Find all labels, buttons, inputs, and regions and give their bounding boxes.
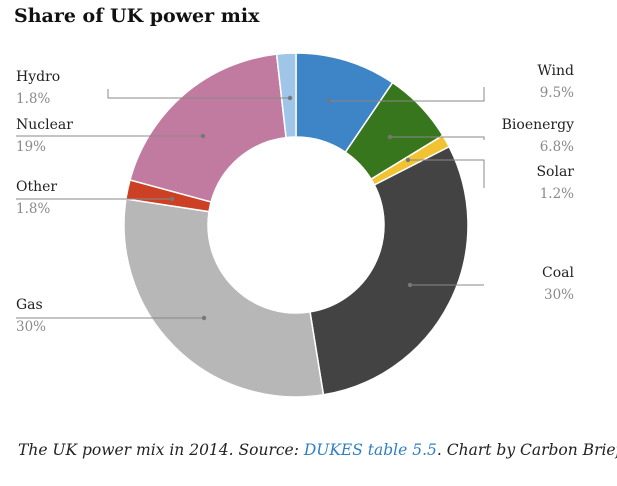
- donut-chart: Wind 9.5% Bioenergy 6.8% Solar 1.2% Coal 30% Gas…: [16, 52, 575, 398]
- label-gas: Gas: [16, 297, 43, 313]
- leader-dot-nuclear: [200, 133, 206, 139]
- leader-line-solar: [408, 159, 485, 188]
- leader-line-wind: [329, 87, 485, 102]
- leader-dot-hydro: [287, 95, 293, 101]
- caption-suffix: . Chart by Carbon Brief.: [436, 441, 617, 459]
- donut-slices: [123, 52, 469, 398]
- label-coal: Coal: [542, 265, 574, 281]
- leader-lines: [16, 87, 485, 321]
- value-label-gas: 30%: [16, 319, 46, 335]
- value-label-nuclear: 19%: [16, 139, 46, 155]
- leader-dot-bioenergy: [387, 134, 393, 140]
- value-label-hydro: 1.8%: [16, 91, 50, 107]
- label-nuclear: Nuclear: [16, 117, 73, 133]
- leader-line-bioenergy: [390, 136, 485, 140]
- value-label-other: 1.8%: [16, 201, 50, 217]
- slice-hydro[interactable]: [275, 52, 297, 139]
- slice-nuclear[interactable]: [129, 53, 287, 203]
- value-label-bioenergy: 6.8%: [540, 139, 574, 155]
- leader-dot-wind: [326, 98, 332, 104]
- leader-line-hydro: [107, 89, 290, 99]
- label-solar: Solar: [536, 164, 574, 180]
- chart-title: Share of UK power mix: [14, 5, 260, 27]
- value-label-coal: 30%: [544, 287, 574, 303]
- value-label-solar: 1.2%: [540, 186, 574, 202]
- label-hydro: Hydro: [16, 69, 60, 85]
- value-label-wind: 9.5%: [540, 85, 574, 101]
- slice-labels: Wind 9.5% Bioenergy 6.8% Solar 1.2% Coal 30% Gas…: [16, 63, 575, 335]
- slice-coal[interactable]: [309, 145, 469, 396]
- slice-gas[interactable]: [123, 198, 325, 398]
- chart-caption: The UK power mix in 2014. Source: DUKES …: [18, 441, 617, 459]
- source-link[interactable]: DUKES table 5.5: [303, 441, 437, 459]
- label-other: Other: [16, 179, 57, 195]
- label-wind: Wind: [537, 63, 574, 79]
- leader-dot-gas: [201, 315, 207, 321]
- caption-prefix: The UK power mix in 2014. Source:: [18, 441, 304, 459]
- leader-dot-other: [169, 196, 175, 202]
- leader-dot-coal: [407, 282, 413, 288]
- label-bioenergy: Bioenergy: [502, 117, 574, 133]
- leader-dot-solar: [405, 157, 411, 163]
